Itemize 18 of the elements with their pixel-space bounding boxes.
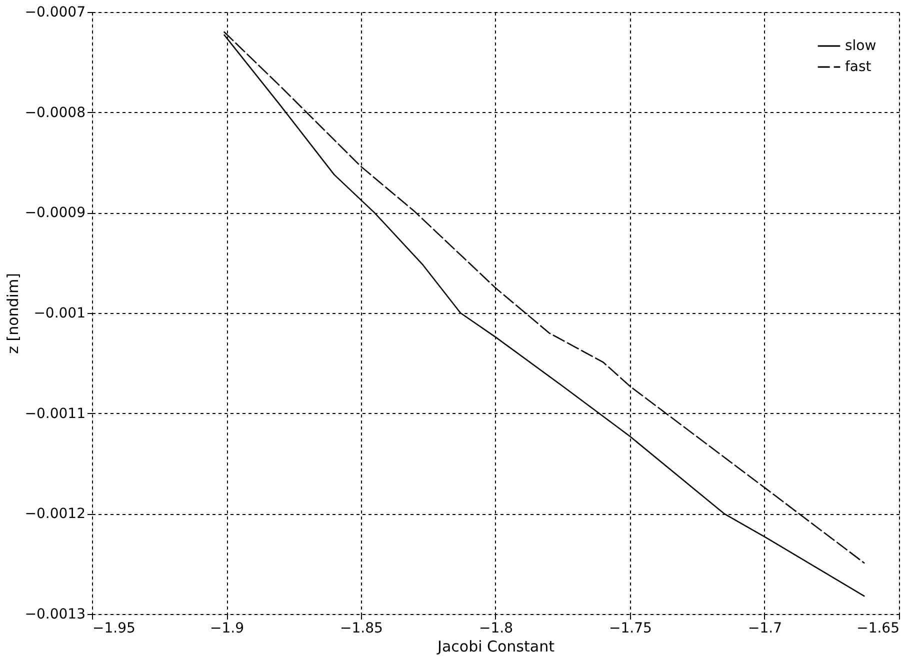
x-tick-label: −1.65 xyxy=(856,620,900,636)
y-tick-label: −0.001 xyxy=(34,306,86,322)
y-tick-label: −0.0012 xyxy=(24,506,86,522)
legend-label: fast xyxy=(845,59,872,75)
x-tick-label: −1.8 xyxy=(479,620,513,636)
x-tick-label: −1.95 xyxy=(92,620,136,636)
y-axis-title: z [nondim] xyxy=(4,273,22,354)
y-tick-label: −0.0008 xyxy=(24,104,86,121)
legend-label: slow xyxy=(845,38,876,54)
x-tick-label: −1.75 xyxy=(609,620,652,636)
y-tick-label: −0.0007 xyxy=(24,4,86,20)
y-tick-label: −0.0013 xyxy=(24,606,86,622)
y-tick-label: −0.0009 xyxy=(24,205,86,222)
x-axis-title: Jacobi Constant xyxy=(436,638,555,656)
x-tick-label: −1.9 xyxy=(210,620,244,636)
x-tick-label: −1.85 xyxy=(340,620,383,636)
x-tick-label: −1.7 xyxy=(748,620,782,636)
y-tick-label: −0.0011 xyxy=(24,406,86,422)
